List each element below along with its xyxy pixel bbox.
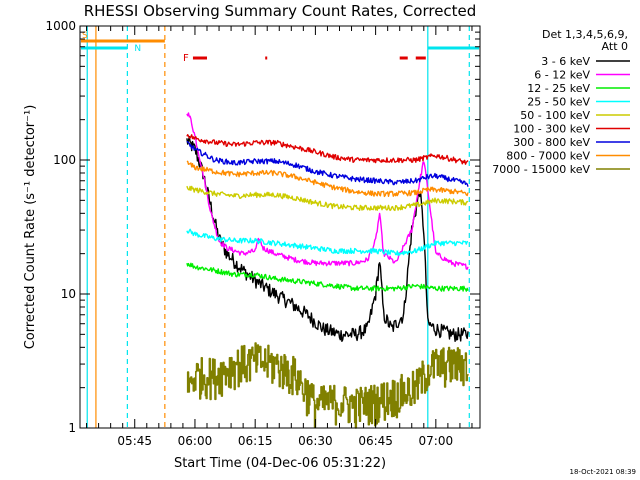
f-marker-label: F (183, 53, 189, 64)
legend-entry-label: 800 - 7000 keV (506, 150, 590, 163)
x-tick-label: 06:45 (358, 434, 393, 448)
y-axis-label: Corrected Count Rate (s⁻¹ detector⁻¹) (23, 105, 38, 350)
series-line (186, 228, 469, 257)
series-line (186, 140, 469, 187)
x-tick-label: 05:45 (117, 434, 152, 448)
legend-entry-label: 100 - 300 keV (513, 123, 590, 136)
y-tick-label: 1 (68, 421, 76, 435)
axes: 1 10 100 1000 05:45 06:00 06:15 06:30 06:45 07:00 (45, 19, 480, 448)
timestamp: 18-Oct-2021 08:39 (570, 468, 636, 476)
x-tick-label: 06:15 (238, 434, 273, 448)
series-line (186, 133, 469, 165)
legend-entry-label: 7000 - 15000 keV (492, 163, 590, 176)
series-line (186, 342, 469, 429)
series-line (186, 112, 469, 270)
series-line (186, 160, 469, 198)
y-tick-label: 1000 (45, 19, 76, 33)
x-tick-label: 06:30 (298, 434, 333, 448)
x-axis-label: Start Time (04-Dec-06 05:31:22) (174, 456, 386, 471)
legend-entry-label: 25 - 50 keV (527, 96, 590, 109)
legend-header: Att 0 (602, 40, 628, 53)
y-tick-label: 100 (53, 153, 76, 167)
s-marker-label: S (82, 31, 88, 41)
series-line (186, 185, 469, 212)
legend-entry-label: 12 - 25 keV (527, 82, 590, 95)
x-tick-label: 06:00 (178, 434, 213, 448)
plot-area: S N F (81, 26, 479, 429)
legend-entry-label: 300 - 800 keV (513, 136, 590, 149)
chart-title: RHESSI Observing Summary Count Rates, Co… (84, 2, 477, 20)
series-line (186, 262, 469, 292)
legend-header: Det 1,3,4,5,6,9, (542, 28, 628, 41)
x-tick-label: 07:00 (419, 434, 454, 448)
y-tick-label: 10 (61, 287, 76, 301)
legend-entry-label: 6 - 12 keV (534, 69, 590, 82)
plot-frame (79, 25, 481, 429)
legend-entry-label: 3 - 6 keV (541, 55, 590, 68)
legend-entry-label: 50 - 100 keV (520, 109, 590, 122)
series-line (186, 135, 469, 342)
n-marker-label: N (134, 44, 141, 54)
